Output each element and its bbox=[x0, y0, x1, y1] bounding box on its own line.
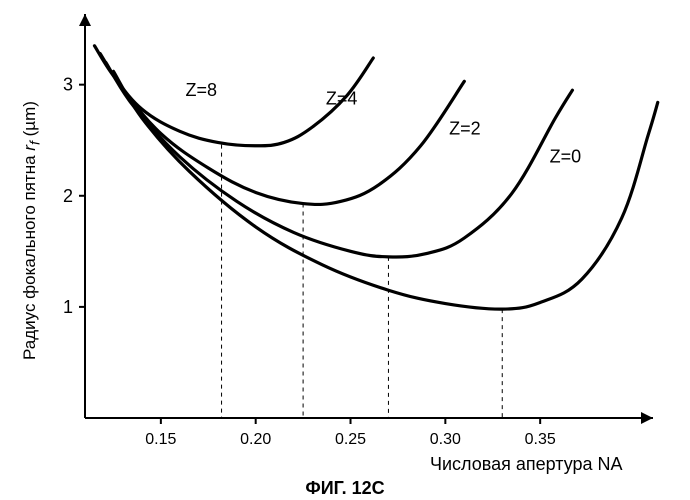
curve-label-z4: Z=4 bbox=[326, 89, 358, 109]
chart-container: 0.15 0.20 0.25 0.30 0.35 1 2 3 Z=8 Z=4 Z=2 Z=0 Число… bbox=[0, 0, 690, 500]
figure-label: ФИГ. 12С bbox=[305, 478, 384, 498]
y-tick-label: 3 bbox=[63, 75, 73, 95]
y-axis-label-var: r bbox=[20, 145, 39, 151]
x-tick-label: 0.35 bbox=[525, 431, 556, 448]
chart-svg: 0.15 0.20 0.25 0.30 0.35 1 2 3 Z=8 Z=4 Z=2 Z=0 Число… bbox=[0, 0, 690, 500]
y-axis-label-sub: f bbox=[27, 141, 43, 145]
y-tick-label: 1 bbox=[63, 297, 73, 317]
y-axis-arrow-icon bbox=[79, 14, 91, 26]
curve-label-z8: Z=8 bbox=[186, 80, 218, 100]
y-axis-label-unit: (µm) bbox=[20, 101, 39, 141]
curve-label-z0: Z=0 bbox=[550, 146, 582, 166]
curve-label-z2: Z=2 bbox=[449, 119, 481, 139]
y-axis-label-prefix: Радиус фокального пятна bbox=[20, 151, 39, 360]
x-axis-arrow-icon bbox=[641, 412, 653, 424]
x-tick-label: 0.30 bbox=[430, 431, 461, 448]
curve-z0 bbox=[113, 71, 657, 309]
x-axis-label: Числовая апертура NA bbox=[430, 454, 623, 474]
y-axis-label: Радиус фокального пятна rf (µm) bbox=[20, 101, 43, 360]
x-tick-label: 0.25 bbox=[335, 431, 366, 448]
x-tick-label: 0.15 bbox=[145, 431, 176, 448]
y-tick-label: 2 bbox=[63, 186, 73, 206]
x-tick-label: 0.20 bbox=[240, 431, 271, 448]
